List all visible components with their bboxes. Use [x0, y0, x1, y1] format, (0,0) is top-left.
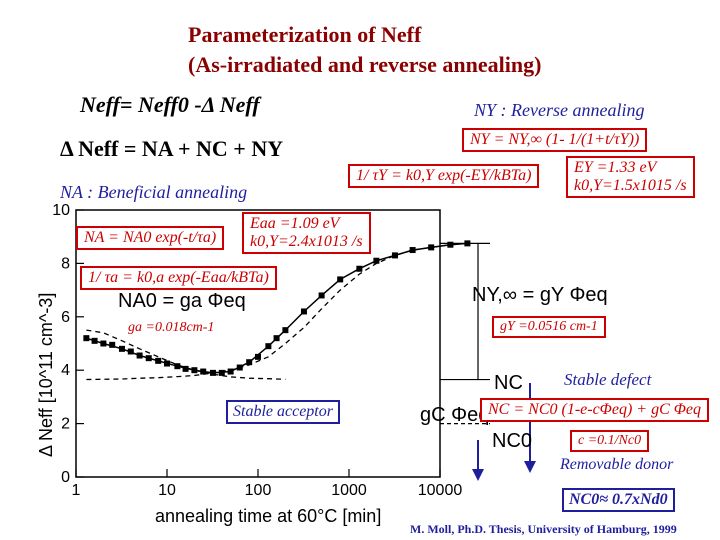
y-tick-label: 8 [61, 255, 70, 272]
x-tick-label: 100 [245, 482, 272, 499]
ny-header: NY : Reverse annealing [474, 100, 645, 120]
ny-formula: NY = NY,∞ (1- 1/(1+t/τY)) [462, 128, 648, 152]
nc-formula: NC = NC0 (1-e-cΦeq) + gC Φeq [480, 398, 710, 422]
data-point [145, 355, 152, 362]
y-tick-label: 4 [61, 362, 70, 379]
x-tick-label: 10000 [418, 482, 463, 499]
data-point [182, 365, 189, 372]
data-point [127, 348, 134, 355]
data-point [218, 369, 225, 376]
data-point [174, 363, 181, 370]
ga-value: ga =0.018cm-1 [128, 320, 215, 335]
data-point [273, 335, 280, 342]
data-point [200, 368, 207, 375]
data-point [282, 327, 289, 334]
data-point [191, 367, 198, 374]
delta-neff-equation: Δ Neff = NA + NC + NY [60, 136, 284, 161]
x-tick-label: 1 [72, 482, 81, 499]
data-point [337, 276, 344, 283]
data-point [447, 241, 454, 248]
data-point [428, 244, 435, 251]
y-tick-label: 6 [61, 309, 70, 326]
data-point [391, 252, 398, 259]
nc-label: NC [494, 372, 523, 394]
stable-defect-arrowhead [524, 461, 536, 473]
gy-value: gY =0.0516 cm-1 [492, 316, 606, 338]
ey-value: EY =1.33 eV [574, 159, 657, 176]
y-tick-label: 2 [61, 416, 70, 433]
data-point [209, 369, 216, 376]
data-point [227, 368, 234, 375]
data-point [109, 341, 116, 348]
tau-y-formula: 1/ τY = k0,Y exp(-EY/kBTa) [348, 164, 540, 188]
ea-box: Eaa =1.09 eV k0,Y=2.4x1013 /s [242, 212, 371, 254]
x-axis-label: annealing time at 60°C [min] [155, 506, 381, 526]
nc0-label: NC0 [492, 430, 533, 452]
ey-box: EY =1.33 eV k0,Y=1.5x1015 /s [566, 156, 695, 198]
stable-acceptor-label: Stable acceptor [226, 400, 340, 424]
data-point [246, 359, 253, 366]
data-point [356, 265, 363, 272]
y-axis-label: Δ Neff [10^11 cm^-3] [36, 293, 56, 457]
data-point [318, 292, 325, 299]
credit-text: M. Moll, Ph.D. Thesis, University of Ham… [410, 522, 677, 536]
na-header: NA : Beneficial annealing [60, 182, 248, 202]
neff-equation: Neff= Neff0 -Δ Neff [80, 92, 260, 117]
y-tick-label: 0 [61, 469, 70, 486]
nc0-approx: NC0≈ 0.7xNd0 [562, 488, 675, 512]
na-formula: NA = NA0 exp(-t/τa) [76, 226, 225, 250]
x-tick-label: 1000 [331, 482, 367, 499]
x-tick-label: 10 [158, 482, 176, 499]
data-point [236, 364, 243, 371]
data-point [136, 352, 143, 359]
tau-a-formula: 1/ τa = k0,a exp(-Eaa/kBTa) [80, 266, 277, 290]
stable-defect-label: Stable defect [564, 370, 652, 389]
title-line2: (As-irradiated and reverse annealing) [188, 52, 542, 77]
na0-label: NA0 = ga Φeq [118, 290, 246, 312]
data-point [155, 357, 162, 364]
data-point [83, 335, 90, 342]
data-point [373, 257, 380, 264]
data-point [409, 247, 416, 254]
k0a-value: k0,Y=2.4x1013 /s [250, 233, 363, 250]
c-formula: c =0.1/Nc0 [570, 430, 650, 452]
ea-value: Eaa =1.09 eV [250, 215, 340, 232]
removable-donor-arrowhead [472, 469, 484, 481]
chart-svg: 0 2 4 6 8 10 1 10 100 1000 10000 annealing time at … [36, 202, 536, 526]
data-point [91, 337, 98, 344]
removable-donor-label: Removable donor [560, 456, 674, 473]
y-tick-label: 10 [52, 202, 70, 219]
data-point [255, 353, 261, 360]
data-point [300, 308, 307, 315]
data-point [164, 360, 170, 367]
k0y-value: k0,Y=1.5x1015 /s [574, 177, 687, 194]
data-point [118, 345, 125, 352]
data-point [100, 340, 107, 347]
data-point [265, 343, 272, 350]
title-line1: Parameterization of Neff [188, 22, 422, 47]
ny-inf-label: NY,∞ = gY Φeq [472, 284, 608, 306]
series-line-2 [86, 329, 286, 380]
gc-phi-label: gC Φeq [420, 404, 490, 426]
